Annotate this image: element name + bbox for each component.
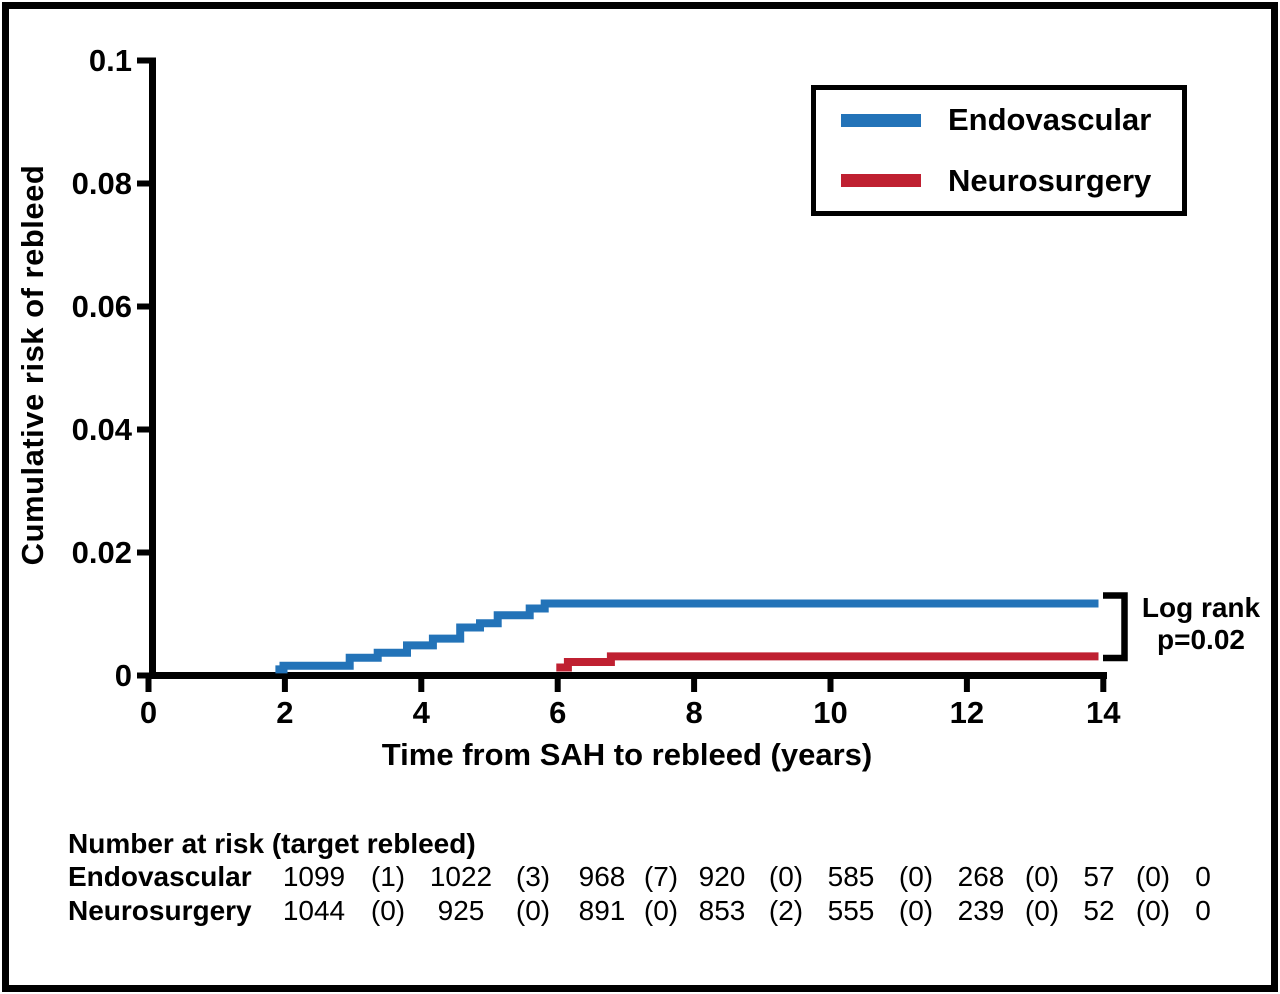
x-tick-label: 4 bbox=[412, 695, 430, 730]
y-tick-label: 0.02 bbox=[71, 534, 132, 570]
x-axis-title: Time from SAH to rebleed (years) bbox=[381, 737, 873, 772]
x-tick-label: 2 bbox=[276, 695, 294, 730]
neurosurgery-line-swatch bbox=[841, 174, 921, 188]
log-rank-bracket bbox=[1103, 592, 1128, 662]
x-tick-label: 10 bbox=[813, 695, 848, 730]
risk-value-cell: 1044 bbox=[282, 895, 346, 926]
log-rank-line2: p=0.02 bbox=[1157, 624, 1245, 655]
legend-label-endovascular: Endovascular bbox=[948, 102, 1152, 138]
legend-box: Endovascular Neurosurgery bbox=[811, 85, 1187, 216]
risk-value-cell: 891 bbox=[578, 895, 626, 926]
risk-value-cell: 1099 bbox=[282, 861, 346, 892]
risk-value-cell: 0 bbox=[1195, 861, 1211, 892]
x-tick-label: 14 bbox=[1086, 695, 1121, 730]
risk-value-cell: (2) bbox=[768, 895, 804, 926]
x-tick-label: 8 bbox=[685, 695, 703, 730]
risk-value-cell: 0 bbox=[1195, 895, 1211, 926]
y-tick-label: 0.08 bbox=[71, 165, 132, 201]
risk-value-cell: 853 bbox=[698, 895, 746, 926]
y-tick-label: 0.1 bbox=[88, 42, 132, 78]
risk-value-cell: 968 bbox=[578, 861, 626, 892]
endovascular-line-swatch bbox=[841, 113, 921, 127]
x-tick-label: 6 bbox=[549, 695, 567, 730]
risk-value-cell: (0) bbox=[898, 895, 934, 926]
risk-value-cell: (0) bbox=[898, 861, 934, 892]
legend-item-neurosurgery: Neurosurgery bbox=[816, 163, 1182, 199]
risk-row-label-endovascular: Endovascular bbox=[68, 861, 252, 892]
risk-row-label-neurosurgery: Neurosurgery bbox=[68, 895, 252, 926]
neurosurgery-curve bbox=[556, 652, 1099, 672]
endovascular-curve bbox=[275, 599, 1099, 674]
y-tick-label: 0 bbox=[114, 657, 132, 693]
risk-value-cell: 920 bbox=[698, 861, 746, 892]
risk-value-cell: (0) bbox=[515, 895, 551, 926]
risk-value-cell: (1) bbox=[370, 861, 406, 892]
x-tick-label: 12 bbox=[949, 695, 985, 730]
y-tick-label: 0.04 bbox=[71, 411, 132, 447]
risk-value-cell: (0) bbox=[370, 895, 406, 926]
y-axis-title: Cumulative risk of rebleed bbox=[15, 164, 50, 566]
risk-value-cell: 585 bbox=[827, 861, 875, 892]
legend-item-endovascular: Endovascular bbox=[816, 102, 1182, 138]
risk-value-cell: (7) bbox=[643, 861, 679, 892]
risk-value-cell: (3) bbox=[515, 861, 551, 892]
risk-value-cell: 52 bbox=[1083, 895, 1115, 926]
y-tick-label: 0.06 bbox=[71, 288, 132, 324]
risk-value-cell: (0) bbox=[643, 895, 679, 926]
risk-value-cell: (0) bbox=[768, 861, 804, 892]
risk-value-cell: 239 bbox=[957, 895, 1005, 926]
risk-value-cell: 1022 bbox=[429, 861, 493, 892]
log-rank-annotation: Log rank p=0.02 bbox=[1133, 592, 1269, 656]
log-rank-line1: Log rank bbox=[1141, 592, 1261, 623]
x-tick-label: 0 bbox=[139, 695, 158, 730]
risk-value-cell: (0) bbox=[1024, 895, 1060, 926]
risk-value-cell: (0) bbox=[1024, 861, 1060, 892]
risk-table-title: Number at risk (target rebleed) bbox=[68, 828, 476, 859]
risk-value-cell: 268 bbox=[957, 861, 1005, 892]
legend-label-neurosurgery: Neurosurgery bbox=[948, 162, 1152, 198]
risk-value-cell: 925 bbox=[437, 895, 485, 926]
risk-value-cell: (0) bbox=[1135, 895, 1171, 926]
risk-value-cell: (0) bbox=[1135, 861, 1171, 892]
risk-value-cell: 555 bbox=[827, 895, 875, 926]
risk-value-cell: 57 bbox=[1083, 861, 1115, 892]
